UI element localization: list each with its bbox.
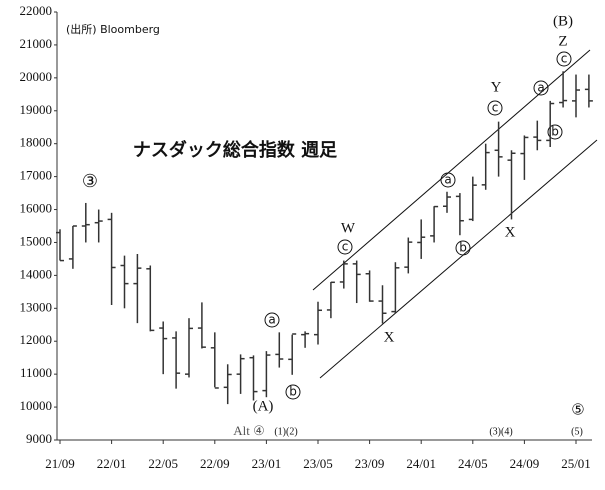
chart-title: ナスダック総合指数 週足 — [133, 139, 337, 161]
y-tick-label: 16000 — [20, 201, 53, 216]
x-tick-label: 23/01 — [252, 456, 282, 471]
wave-label: b — [551, 125, 559, 139]
x-tick-label: 23/09 — [355, 456, 385, 471]
y-tick-label: 17000 — [20, 168, 53, 183]
y-tick-label: 15000 — [20, 233, 53, 248]
wave-label: a — [268, 313, 275, 327]
y-tick-label: 18000 — [20, 135, 53, 150]
wave-label: (A) — [253, 398, 274, 414]
wave-label: X — [384, 329, 395, 345]
source: (出所) Bloomberg — [66, 22, 160, 36]
wave-label: (3)(4) — [489, 426, 512, 437]
x-tick-label: 22/01 — [97, 456, 127, 471]
x-tick-label: 24/01 — [406, 456, 436, 471]
annotations: ③ W X Y Z X (B) (A) Alt ④ (1)(2) (3)(4) … — [82, 13, 585, 438]
x-tick-label: 22/05 — [148, 456, 178, 471]
wave-label: Z — [558, 33, 567, 49]
wave-label: a — [537, 81, 544, 95]
y-tick-label: 21000 — [20, 36, 53, 51]
wave-label: b — [459, 241, 467, 255]
x-tick-label: 24/05 — [458, 456, 488, 471]
x-tick-label: 25/01 — [561, 456, 591, 471]
y-tick-label: 12000 — [20, 332, 53, 347]
wave-label: X — [505, 224, 516, 240]
wave-label: c — [492, 101, 499, 115]
wave-label: c — [561, 52, 568, 66]
x-tick-label: 21/09 — [45, 456, 75, 471]
wave-label: Y — [491, 79, 502, 95]
wave-label: ③ — [82, 171, 98, 191]
y-tick-label: 20000 — [20, 69, 53, 84]
y-tick-label: 22000 — [20, 3, 53, 18]
y-tick-label: 13000 — [20, 299, 53, 314]
wave-label: b — [289, 385, 297, 399]
y-tick-label: 14000 — [20, 266, 53, 281]
y-tick-label: 9000 — [26, 431, 52, 446]
x-tick-label: 23/05 — [303, 456, 333, 471]
wave-label: a — [444, 173, 451, 187]
y-tick-label: 19000 — [20, 102, 53, 117]
y-tick-label: 11000 — [20, 365, 52, 380]
channel-lower — [319, 139, 598, 379]
x-tick-label: 22/09 — [200, 456, 230, 471]
wave-label: ⑤ — [571, 402, 584, 418]
wave-label: c — [342, 240, 349, 254]
y-tick-label: 10000 — [20, 398, 53, 413]
channel-upper — [312, 49, 591, 291]
wave-label: (1)(2) — [274, 426, 297, 437]
x-tick-label: 24/09 — [510, 456, 540, 471]
wave-label: W — [341, 220, 356, 236]
wave-label: (5) — [571, 426, 583, 437]
wave-label: Alt ④ — [233, 423, 265, 438]
wave-label: (B) — [553, 13, 573, 29]
